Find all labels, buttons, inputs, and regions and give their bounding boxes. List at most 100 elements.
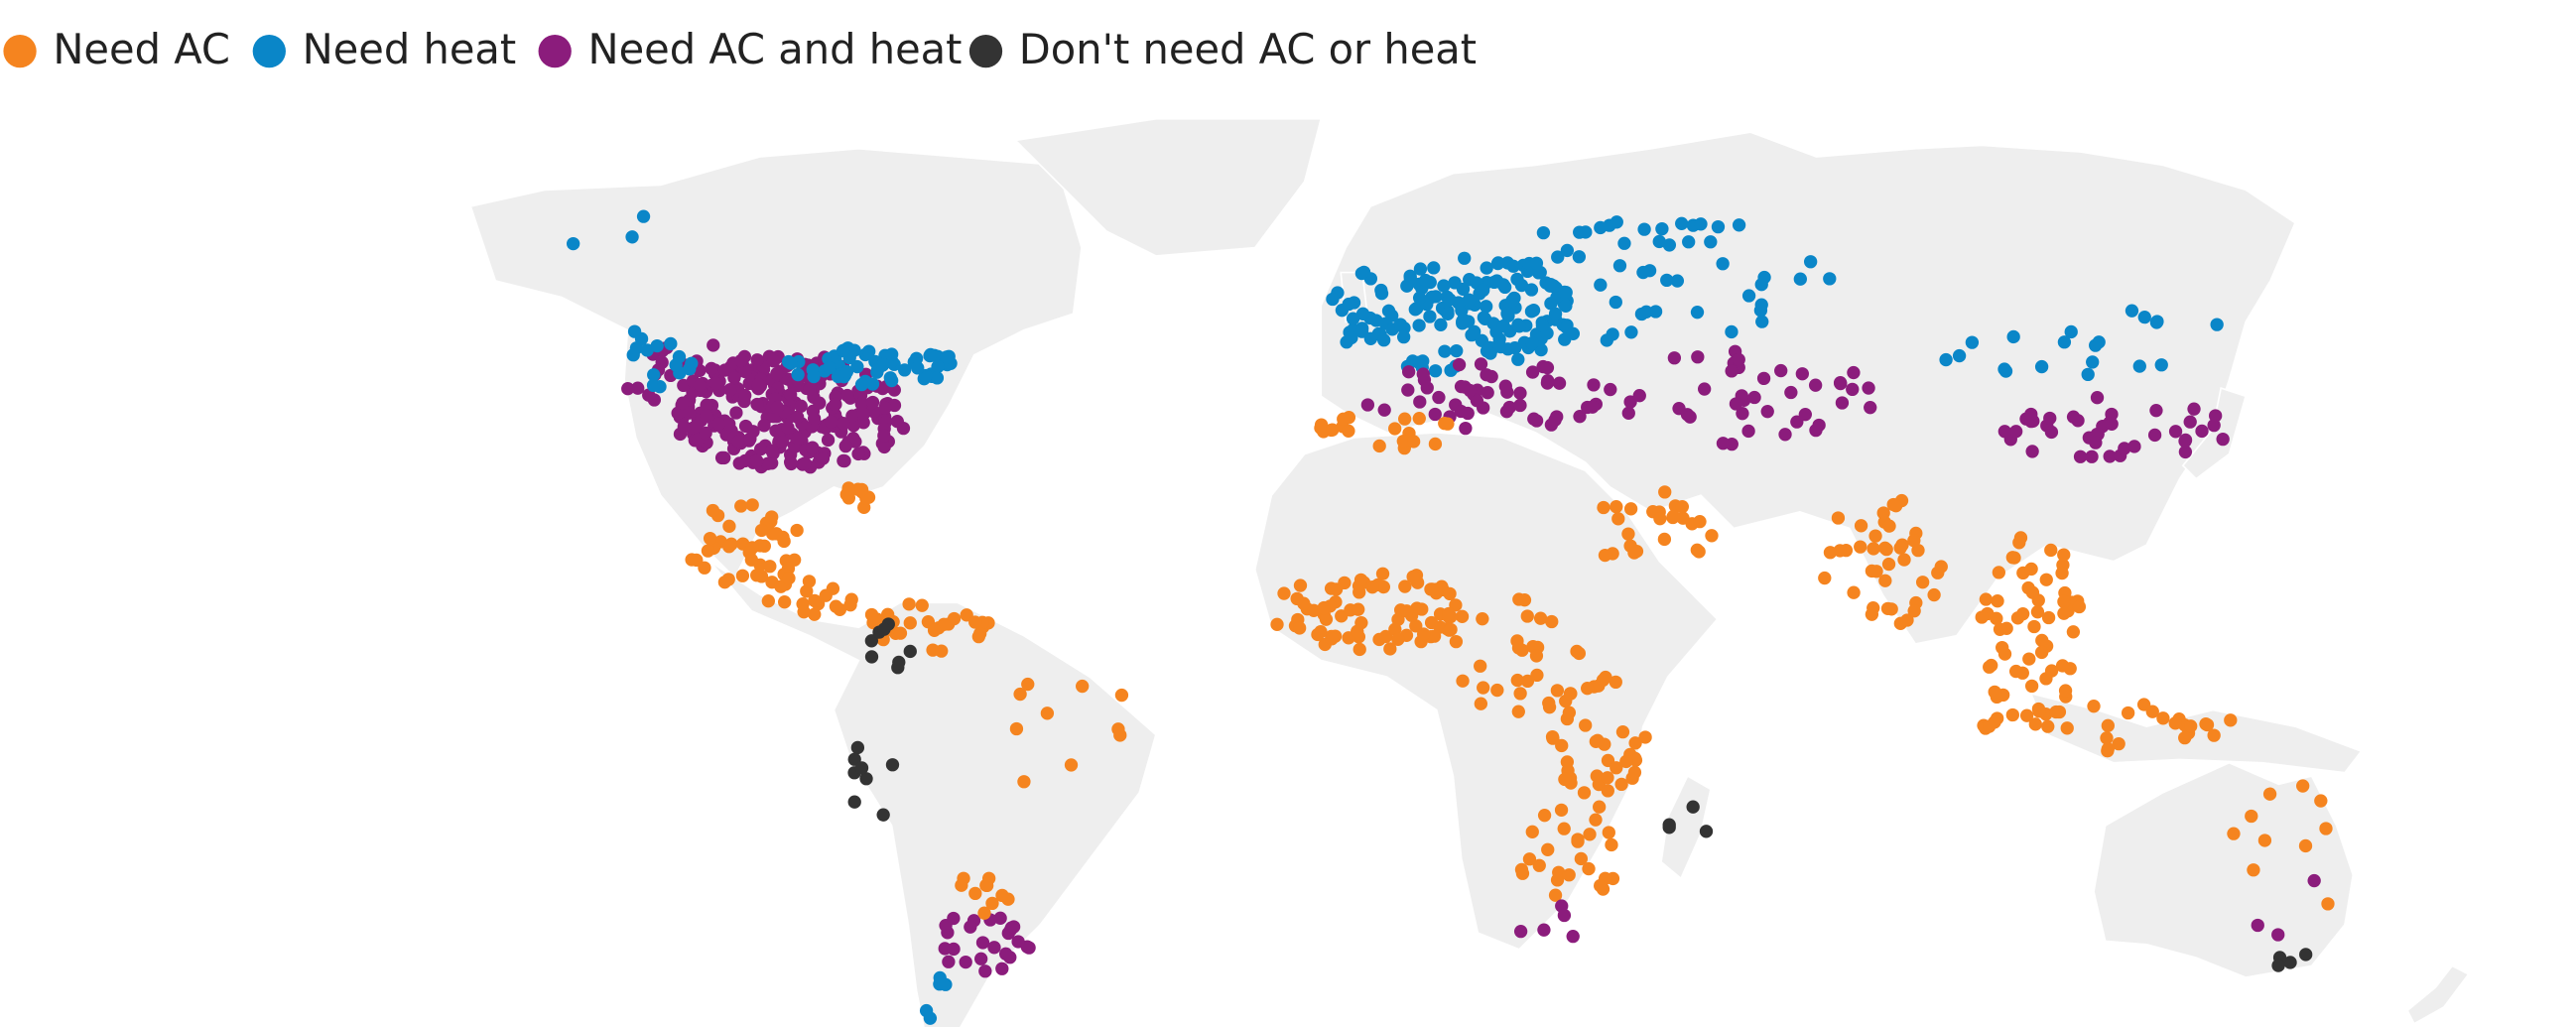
- city-dot: [1560, 243, 1575, 258]
- city-dot: [1893, 541, 1907, 555]
- madagascar: [1660, 774, 1712, 880]
- city-dot: [1880, 601, 1895, 616]
- city-dot: [807, 412, 822, 426]
- legend-swatch: [968, 34, 1003, 68]
- city-dot: [1425, 290, 1439, 305]
- city-dot: [1548, 307, 1563, 321]
- city-dot: [2321, 897, 2335, 911]
- city-dot: [717, 363, 732, 377]
- city-dot: [2216, 432, 2230, 447]
- city-dot: [782, 572, 796, 585]
- city-dot: [1975, 610, 1989, 624]
- city-dot: [1704, 235, 1718, 249]
- city-dot: [1541, 374, 1555, 388]
- city-dot: [1579, 225, 1593, 239]
- city-dot: [1606, 327, 1619, 341]
- city-dot: [1354, 324, 1369, 338]
- city-dot: [959, 955, 972, 969]
- city-dot: [854, 482, 869, 497]
- city-dot: [682, 406, 697, 420]
- city-dot: [1993, 622, 2007, 636]
- city-dot: [902, 597, 916, 611]
- city-dot: [1638, 730, 1652, 744]
- city-dot: [1798, 408, 1812, 422]
- city-dot: [1396, 329, 1411, 344]
- city-dot: [1602, 826, 1615, 839]
- city-dot: [1979, 592, 1994, 606]
- city-dot: [1572, 250, 1587, 264]
- city-dot: [1628, 736, 1642, 750]
- city-dot: [2299, 948, 2313, 962]
- city-dot: [1594, 278, 1608, 292]
- city-dot: [2187, 402, 2201, 416]
- city-dot: [734, 353, 748, 368]
- city-dot: [2012, 536, 2026, 550]
- city-dot: [1983, 660, 1996, 674]
- city-dot: [977, 906, 991, 920]
- city-dot: [1527, 412, 1541, 426]
- city-dot: [1997, 647, 2012, 661]
- city-dot: [1670, 274, 1685, 288]
- city-dot: [1823, 272, 1837, 286]
- city-dot: [1416, 367, 1430, 381]
- city-dot: [761, 456, 775, 470]
- city-dot: [1412, 291, 1427, 305]
- city-dot: [1809, 423, 1823, 438]
- city-dot: [784, 356, 798, 370]
- city-dot: [1557, 908, 1572, 923]
- city-dot: [2032, 705, 2046, 718]
- city-dot: [1534, 342, 1548, 357]
- city-dot: [1474, 357, 1488, 371]
- city-dot: [923, 1011, 938, 1025]
- city-dot: [890, 414, 904, 429]
- city-dot: [1997, 425, 2011, 439]
- city-dot: [1642, 264, 1657, 278]
- city-dot: [1747, 390, 1761, 405]
- city-dot: [1547, 280, 1561, 294]
- city-dot: [1612, 259, 1627, 273]
- city-dot: [995, 962, 1009, 975]
- city-dot: [821, 433, 836, 448]
- city-dot: [1535, 319, 1550, 332]
- city-dot: [1354, 266, 1369, 281]
- city-dot: [2024, 407, 2038, 422]
- city-dot: [968, 615, 982, 629]
- city-dot: [1833, 376, 1848, 390]
- city-dot: [1596, 673, 1610, 688]
- city-dot: [1755, 315, 1769, 328]
- city-dot: [1383, 642, 1397, 656]
- city-dot: [1847, 365, 1861, 380]
- city-dot: [823, 360, 837, 375]
- city-dot: [1499, 405, 1514, 419]
- city-dot: [2044, 425, 2059, 440]
- indonesia: [2029, 692, 2363, 774]
- city-dot: [1889, 499, 1903, 513]
- city-dot: [1552, 376, 1567, 390]
- city-dot: [968, 886, 982, 901]
- city-dot: [995, 888, 1009, 903]
- city-dot: [750, 453, 764, 468]
- city-dot: [2137, 310, 2151, 324]
- city-dot: [769, 527, 783, 541]
- city-dot: [1458, 251, 1472, 265]
- city-dot: [2052, 705, 2067, 719]
- city-dot: [2149, 404, 2163, 418]
- city-dot: [877, 622, 891, 636]
- city-dot: [1372, 439, 1386, 453]
- city-dot: [2005, 707, 2019, 722]
- city-dot: [743, 432, 757, 446]
- city-dot: [1554, 803, 1569, 818]
- city-dot: [1513, 924, 1528, 939]
- city-dot: [1660, 273, 1674, 288]
- city-dot: [706, 503, 720, 518]
- city-dot: [750, 397, 764, 412]
- south-america: [708, 561, 1157, 1027]
- city-dot: [2027, 619, 2041, 634]
- city-dot: [1583, 828, 1597, 841]
- city-dot: [839, 364, 854, 379]
- city-dots: [567, 209, 2335, 1025]
- city-dot: [2283, 956, 2297, 969]
- city-dot: [1437, 279, 1451, 293]
- city-dot: [1500, 307, 1514, 321]
